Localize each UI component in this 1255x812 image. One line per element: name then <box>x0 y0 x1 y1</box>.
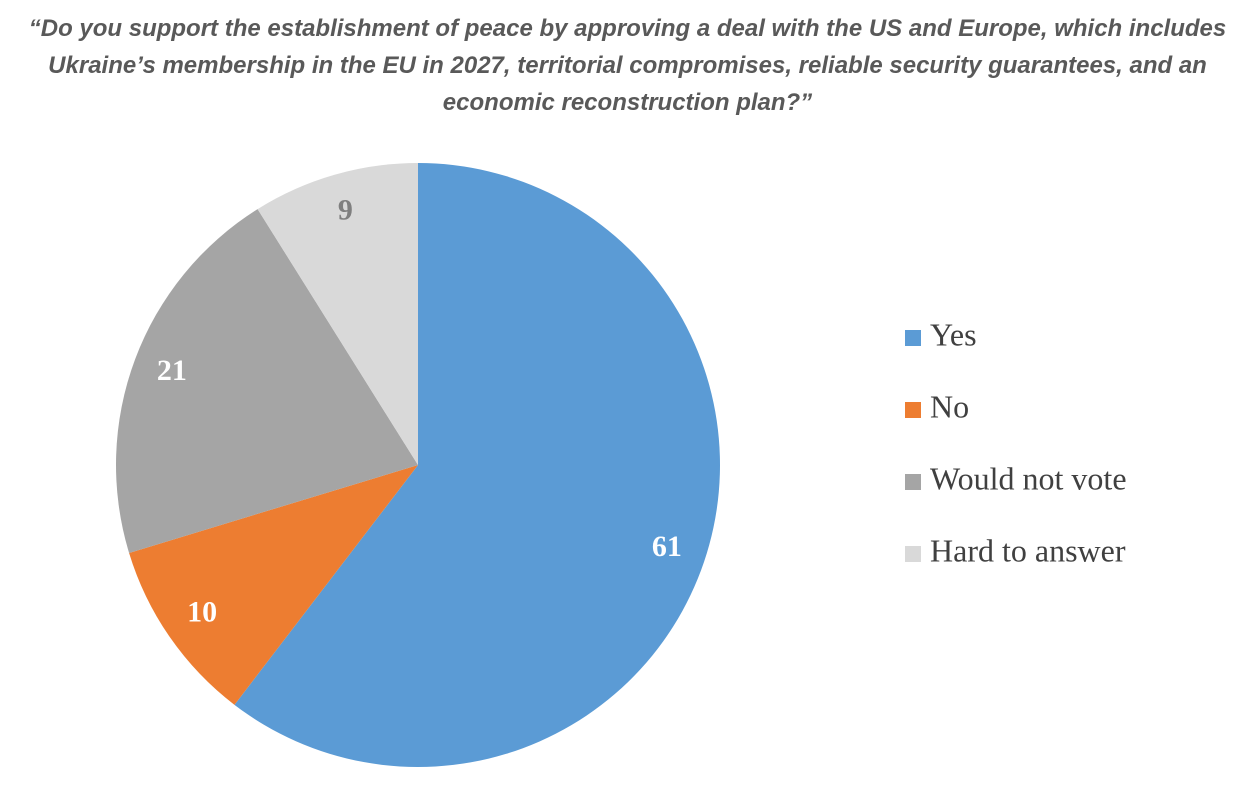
legend-label: Hard to answer <box>930 532 1126 568</box>
pie-slice <box>234 163 721 768</box>
data-label: 9 <box>338 193 353 226</box>
legend-swatch <box>905 330 921 346</box>
legend-label: Yes <box>930 316 977 352</box>
pie-slice <box>116 209 418 553</box>
data-label: 21 <box>157 354 187 387</box>
legend-label: No <box>930 388 969 424</box>
data-label: 61 <box>652 530 682 563</box>
legend-swatch <box>905 474 921 490</box>
pie-slice <box>257 163 418 465</box>
legend-swatch <box>905 546 921 562</box>
chart-title: “Do you support the establishment of pea… <box>28 15 1227 116</box>
legend-swatch <box>905 402 921 418</box>
data-label: 10 <box>187 596 217 629</box>
pie-slice <box>129 465 419 705</box>
legend-label: Would not vote <box>930 460 1127 496</box>
